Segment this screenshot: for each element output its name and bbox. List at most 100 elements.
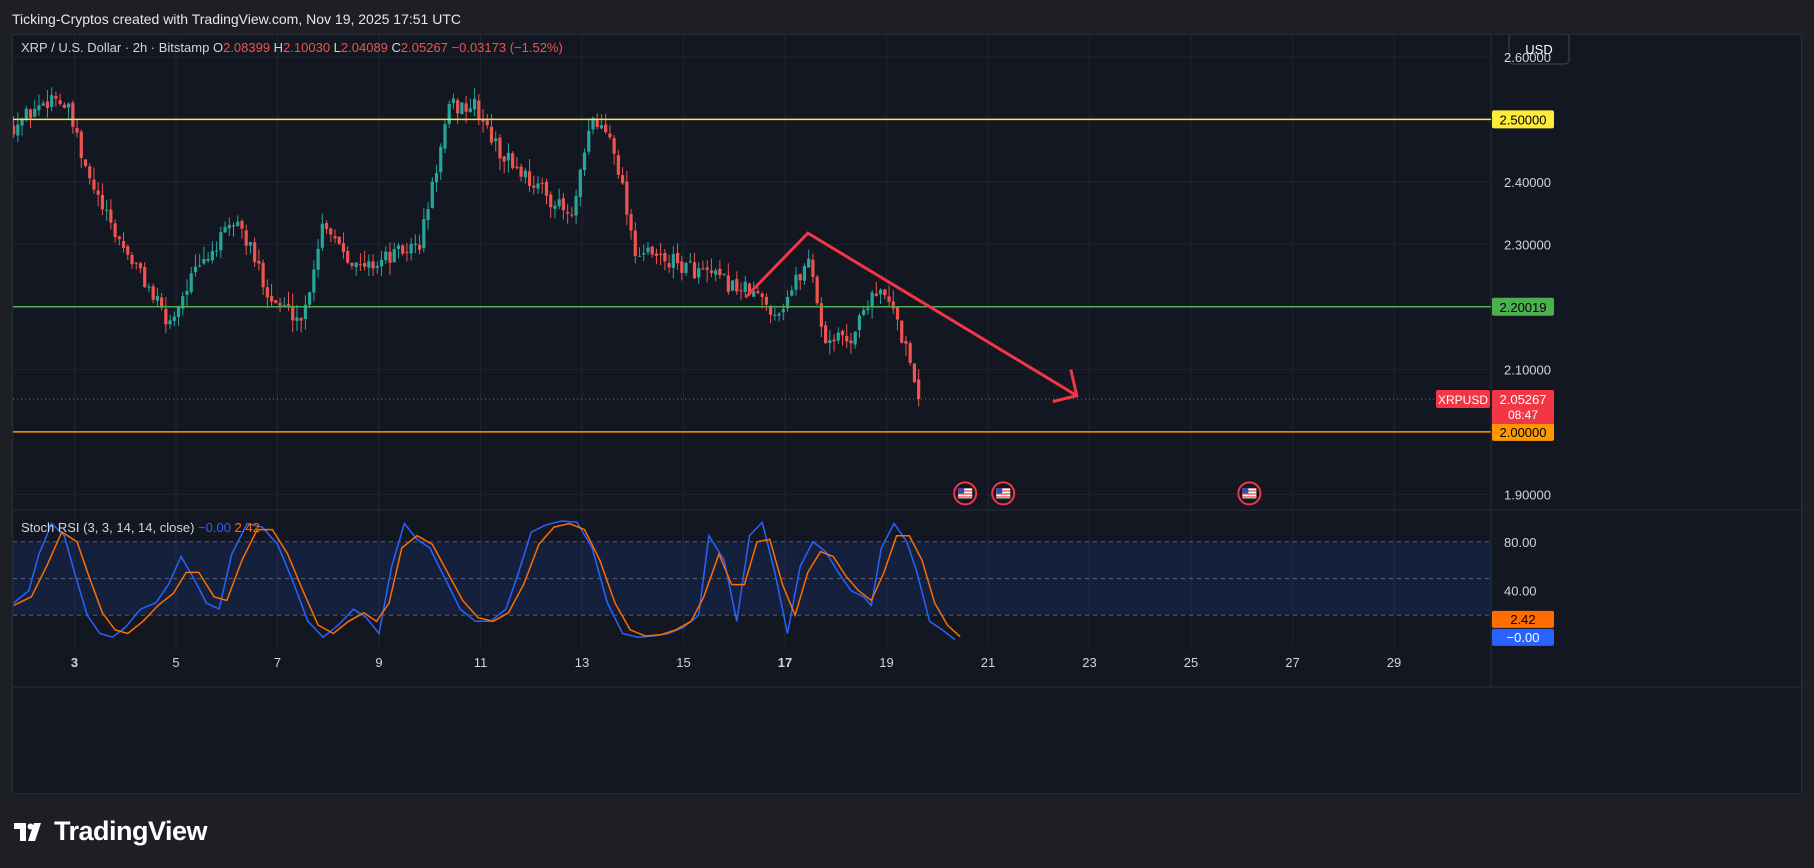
candle-body (756, 291, 760, 294)
trend-arrow[interactable] (744, 231, 1078, 397)
time-tick-label: 5 (172, 655, 179, 670)
stoch-d-tag (1492, 610, 1554, 628)
candle-body (798, 273, 802, 281)
legend-o-label: O (213, 40, 223, 55)
candle-body (58, 100, 62, 105)
candle-body (840, 330, 845, 336)
candle-body (845, 335, 849, 342)
candle-body (240, 220, 244, 229)
candle-body (367, 261, 371, 268)
us-economic-event-icon[interactable] (991, 481, 1016, 506)
candle-body (384, 251, 388, 261)
chart-canvas[interactable]: XRP / U.S. Dollar · 2h · Bitstamp O2.083… (13, 35, 1801, 793)
candle-body (413, 243, 417, 245)
event-flag-stripe (958, 490, 973, 492)
candle-body (451, 98, 456, 104)
event-flag-canton (1242, 488, 1249, 494)
candle-body (299, 318, 303, 321)
candle-body (66, 103, 71, 108)
price-tick-label: 2.40000 (1504, 175, 1551, 190)
candle-body (815, 276, 819, 304)
price-tick-label: 1.90000 (1504, 487, 1551, 502)
trend-arrow-head[interactable] (1052, 369, 1079, 404)
candle-body (215, 250, 219, 252)
level-price-label: 2.50000 (1500, 112, 1547, 127)
candle-body (781, 309, 785, 313)
candle-body (582, 152, 587, 171)
candle-body (185, 290, 189, 295)
candle-body (705, 267, 709, 270)
stoch-k-value: −0.00 (198, 520, 235, 535)
tradingview-logo-icon (14, 822, 41, 841)
candle-body (358, 264, 362, 266)
candle-body (261, 262, 265, 288)
event-flag-stripe (1242, 490, 1257, 492)
candle-body (866, 308, 870, 311)
candle-body (62, 104, 66, 108)
candle-body (485, 120, 489, 126)
event-flag-stripe (996, 496, 1011, 498)
candle-body (515, 166, 519, 169)
candle-body (96, 190, 100, 195)
candle-body (608, 133, 612, 138)
candle-body (836, 332, 840, 341)
candle-body (418, 244, 422, 250)
candle-body (891, 301, 895, 309)
candle-body (553, 205, 557, 209)
stoch-d-line[interactable] (13, 522, 961, 638)
event-flag-stripe (958, 493, 973, 495)
candle-body (33, 108, 37, 117)
candle-body (811, 259, 815, 277)
candle-body (312, 269, 316, 293)
chart-frame[interactable]: XRP / U.S. Dollar · 2h · Bitstamp O2.083… (12, 34, 1802, 794)
event-flag-stripe (1242, 493, 1257, 495)
candle-body (853, 331, 857, 345)
candle-body (857, 315, 862, 331)
time-tick-label: 23 (1082, 655, 1096, 670)
candle-body (126, 246, 130, 255)
candle-body (752, 291, 756, 297)
candle-body (337, 236, 341, 244)
candle-body (625, 181, 629, 215)
candle-body (604, 124, 608, 133)
candle-body (244, 230, 248, 246)
candle-body (489, 126, 494, 143)
candle-body (570, 214, 574, 216)
legend-l-label: L (334, 40, 341, 55)
price-tick-label: 2.30000 (1504, 237, 1551, 252)
candle-body (396, 245, 401, 249)
legend-low: 2.04089 (341, 40, 392, 55)
candle-body (227, 224, 231, 229)
candle-body (532, 185, 536, 188)
candle-body (147, 286, 151, 288)
us-economic-event-icon[interactable] (953, 481, 978, 506)
level-price-label: 2.00000 (1500, 425, 1547, 440)
candle-body (472, 98, 477, 110)
candle-body (405, 252, 409, 254)
time-tick-label: 25 (1184, 655, 1198, 670)
time-tick-label: 21 (981, 655, 995, 670)
stoch-tick-label: 80.00 (1504, 535, 1537, 550)
time-tick-label: 27 (1285, 655, 1299, 670)
candle-body (210, 251, 214, 261)
candle-body (447, 104, 451, 124)
stoch-title: Stoch RSI (3, 3, 14, 14, close) (21, 520, 198, 535)
candle-body (494, 138, 498, 142)
candle-body (363, 263, 367, 267)
last-price-label: 2.05267 (1500, 392, 1547, 407)
time-tick-label: 7 (274, 655, 281, 670)
candle-body (75, 127, 79, 133)
candle-body (477, 100, 481, 119)
time-tick-label: 9 (375, 655, 382, 670)
candle-body (671, 254, 675, 268)
currency-button[interactable] (1508, 35, 1570, 65)
candle-body (295, 317, 299, 321)
candle-body (219, 232, 223, 251)
candle-body (642, 253, 646, 255)
time-tick-label: 19 (879, 655, 893, 670)
candle-body (650, 246, 654, 255)
candle-body (379, 259, 384, 267)
candle-body (908, 343, 912, 363)
time-tick-label: 17 (778, 655, 792, 670)
us-economic-event-icon[interactable] (1237, 481, 1262, 506)
